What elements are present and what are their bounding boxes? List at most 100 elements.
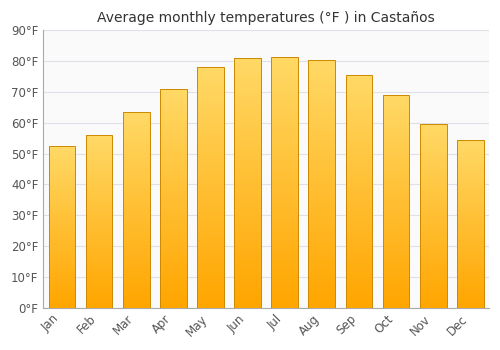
Bar — [308, 84, 335, 87]
Bar — [382, 254, 409, 257]
Bar — [197, 79, 224, 82]
Bar — [86, 270, 112, 271]
Bar — [86, 183, 112, 185]
Bar — [346, 282, 372, 284]
Bar — [457, 156, 483, 158]
Bar — [48, 186, 76, 188]
Bar — [272, 154, 298, 157]
Bar — [346, 103, 372, 105]
Bar — [420, 167, 446, 168]
Bar — [308, 191, 335, 194]
Bar — [382, 284, 409, 286]
Bar — [197, 91, 224, 94]
Bar — [272, 175, 298, 177]
Bar — [123, 194, 150, 196]
Bar — [346, 152, 372, 154]
Bar — [457, 252, 483, 254]
Bar — [123, 124, 150, 126]
Bar — [197, 279, 224, 281]
Bar — [308, 298, 335, 300]
Bar — [382, 116, 409, 119]
Bar — [160, 297, 186, 299]
Bar — [160, 205, 186, 207]
Bar — [160, 227, 186, 229]
Bar — [160, 102, 186, 104]
Bar — [308, 243, 335, 246]
Bar — [308, 260, 335, 263]
Bar — [160, 133, 186, 135]
Bar — [308, 65, 335, 67]
Bar — [160, 201, 186, 203]
Bar — [48, 292, 76, 293]
Bar — [234, 183, 261, 186]
Bar — [123, 235, 150, 237]
Bar — [160, 259, 186, 262]
Bar — [308, 122, 335, 124]
Bar — [197, 113, 224, 116]
Bar — [234, 205, 261, 208]
Bar — [382, 159, 409, 161]
Bar — [457, 296, 483, 298]
Bar — [48, 180, 76, 182]
Bar — [48, 172, 76, 173]
Bar — [420, 190, 446, 192]
Bar — [48, 169, 76, 170]
Bar — [346, 198, 372, 201]
Bar — [382, 278, 409, 280]
Bar — [457, 225, 483, 227]
Bar — [86, 158, 112, 159]
Bar — [123, 147, 150, 149]
Bar — [160, 183, 186, 185]
Bar — [457, 251, 483, 252]
Bar — [48, 284, 76, 285]
Bar — [272, 66, 298, 69]
Bar — [382, 133, 409, 135]
Bar — [272, 117, 298, 119]
Bar — [272, 260, 298, 262]
Bar — [234, 163, 261, 166]
Bar — [86, 176, 112, 178]
Bar — [123, 198, 150, 200]
Bar — [197, 199, 224, 202]
Bar — [308, 206, 335, 209]
Bar — [160, 174, 186, 176]
Bar — [346, 177, 372, 180]
Bar — [197, 171, 224, 173]
Bar — [420, 306, 446, 308]
Bar — [234, 238, 261, 240]
Bar — [382, 227, 409, 229]
Bar — [86, 221, 112, 223]
Bar — [308, 141, 335, 144]
Bar — [197, 68, 224, 70]
Bar — [382, 233, 409, 235]
Bar — [86, 172, 112, 173]
Bar — [272, 72, 298, 74]
Bar — [457, 220, 483, 222]
Bar — [160, 222, 186, 224]
Bar — [382, 102, 409, 104]
Bar — [420, 295, 446, 296]
Bar — [160, 115, 186, 117]
Bar — [382, 127, 409, 129]
Bar — [86, 232, 112, 233]
Bar — [308, 75, 335, 77]
Bar — [123, 251, 150, 253]
Bar — [48, 258, 76, 259]
Bar — [86, 299, 112, 301]
Bar — [197, 106, 224, 108]
Bar — [160, 266, 186, 268]
Bar — [48, 177, 76, 178]
Bar — [457, 212, 483, 214]
Bar — [234, 168, 261, 170]
Bar — [86, 218, 112, 220]
Bar — [346, 173, 372, 175]
Bar — [160, 96, 186, 98]
Bar — [457, 148, 483, 150]
Bar — [123, 141, 150, 144]
Bar — [346, 303, 372, 305]
Bar — [160, 301, 186, 303]
Bar — [160, 214, 186, 216]
Bar — [346, 87, 372, 89]
Bar — [382, 242, 409, 244]
Bar — [160, 251, 186, 253]
